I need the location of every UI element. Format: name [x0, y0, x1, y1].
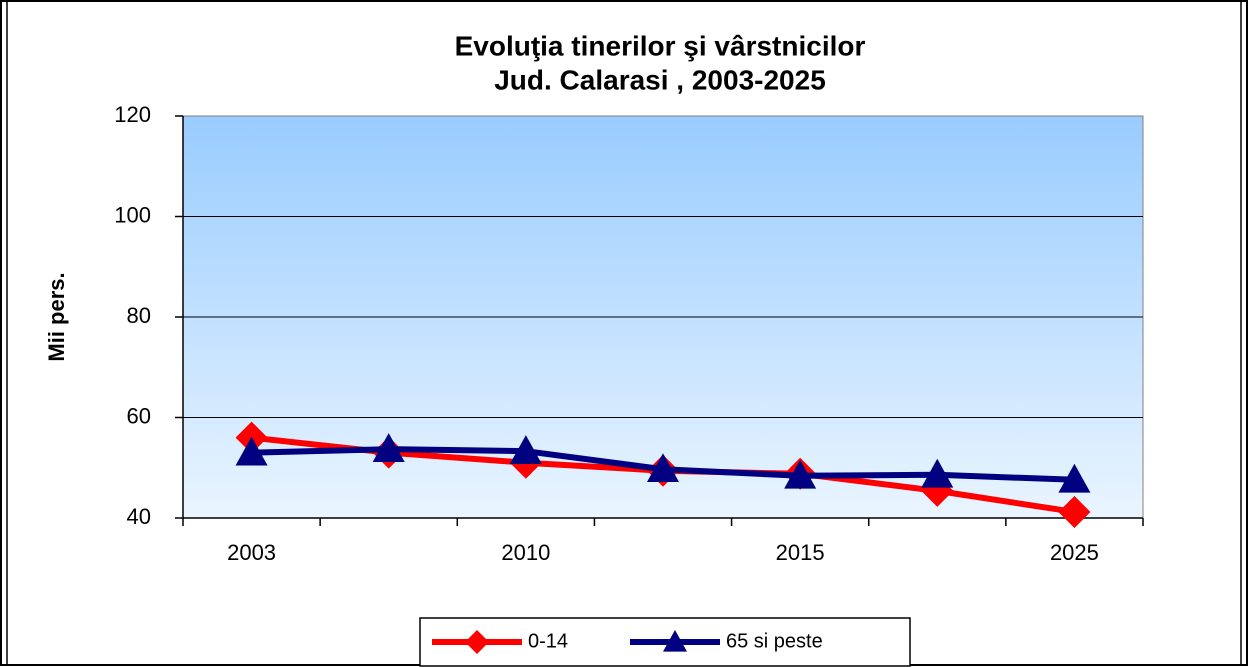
marker: [372, 433, 405, 462]
marker: [1058, 495, 1091, 528]
y-tick-label: 120: [114, 102, 151, 127]
marker: [1058, 463, 1091, 493]
x-tick-label: 2025: [1050, 540, 1099, 565]
legend-text: 0-14: [528, 630, 568, 652]
legend-text: 65 si peste: [726, 630, 823, 652]
y-tick-label: 80: [127, 303, 151, 328]
chart-title: Jud. Calarasi , 2003-2025: [494, 64, 826, 95]
marker: [235, 436, 268, 466]
chart-title: Evoluţia tinerilor şi vârstnicilor: [455, 30, 866, 61]
y-axis-title: Mii pers.: [44, 272, 69, 361]
y-tick-label: 60: [127, 403, 151, 428]
x-tick-label: 2003: [227, 540, 276, 565]
y-tick-label: 100: [114, 202, 151, 227]
marker: [921, 458, 954, 488]
legend-marker: [663, 630, 687, 652]
marker: [647, 453, 679, 483]
y-tick-label: 40: [127, 504, 151, 529]
x-tick-label: 2015: [776, 540, 825, 565]
legend-marker: [465, 630, 489, 654]
marker: [784, 459, 817, 489]
x-tick-label: 2010: [501, 540, 550, 565]
marker: [509, 435, 542, 464]
